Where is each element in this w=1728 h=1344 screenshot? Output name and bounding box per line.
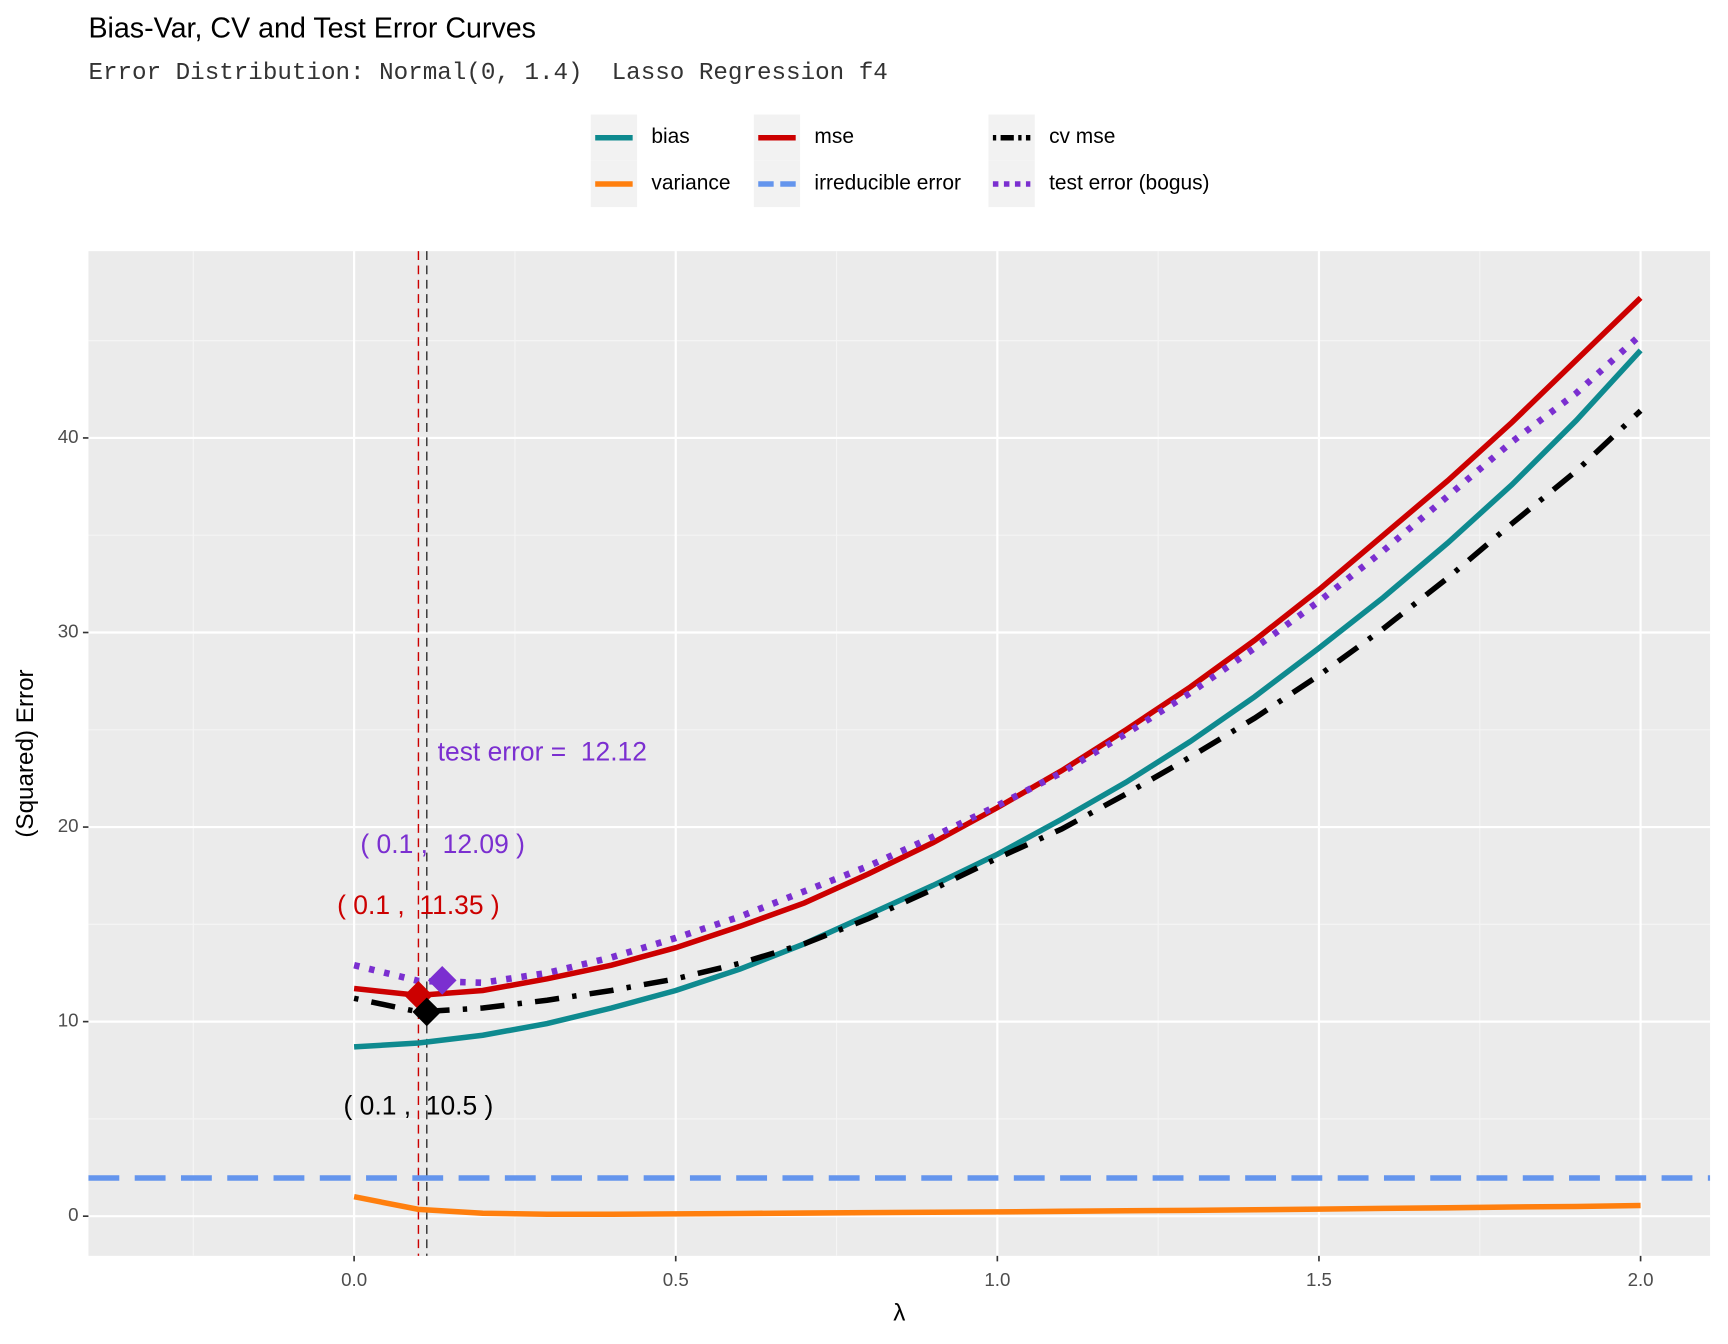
y-tick-label: 0: [68, 1204, 78, 1225]
legend-label: cv mse: [1049, 125, 1115, 148]
y-axis-label: (Squared) Error: [12, 669, 39, 837]
point-label: ( 0.1 , 11.35 ): [337, 890, 500, 920]
legend-label: variance: [651, 172, 730, 195]
chart-title: Bias-Var, CV and Test Error Curves: [88, 12, 536, 44]
plot-panel: [88, 251, 1711, 1256]
y-tick-label: 30: [58, 620, 79, 641]
series-line: [353, 408, 1643, 1015]
series-line: [353, 348, 1643, 1050]
legend-label: irreducible error: [814, 172, 961, 195]
legend-label: mse: [814, 125, 854, 148]
chart-subtitle: Error Distribution: Normal(0, 1.4) Lasso…: [88, 60, 887, 87]
y-tick-label: 10: [58, 1010, 79, 1031]
point-marker: [427, 966, 457, 995]
x-tick-label: 2.0: [1628, 1269, 1654, 1290]
series-line: [353, 295, 1643, 999]
x-tick-label: 0.0: [341, 1269, 367, 1290]
legend-label: test error (bogus): [1049, 172, 1209, 195]
y-tick-label: 20: [58, 815, 79, 836]
point-label: ( 0.1 , 12.09 ): [360, 829, 524, 859]
series-line: [353, 332, 1643, 987]
x-axis-label: λ: [893, 1300, 905, 1327]
point-label: ( 0.1 , 10.5 ): [344, 1091, 494, 1121]
x-tick-label: 1.5: [1306, 1269, 1332, 1290]
series-line: [353, 1194, 1641, 1217]
legend-label: bias: [651, 125, 689, 148]
x-tick-label: 1.0: [984, 1269, 1010, 1290]
y-tick-label: 40: [58, 426, 79, 447]
x-tick-label: 0.5: [663, 1269, 689, 1290]
annotation: test error = 12.12: [438, 737, 647, 767]
